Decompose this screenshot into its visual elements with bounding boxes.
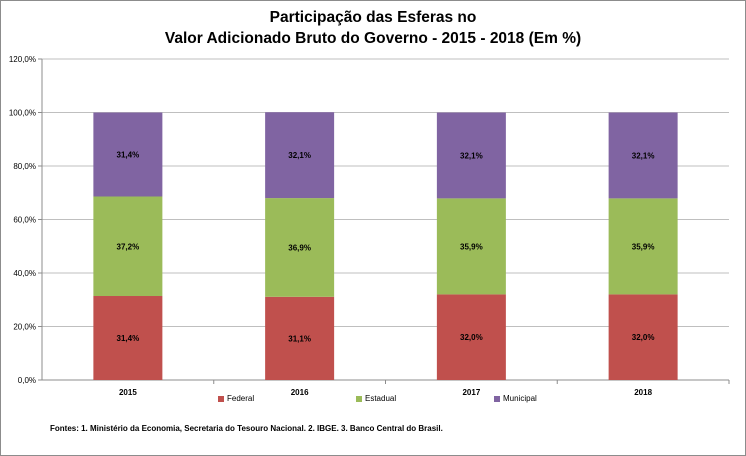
- x-tick-label: 2018: [634, 388, 652, 397]
- source-note: Fontes: 1. Ministério da Economia, Secre…: [50, 424, 443, 433]
- bar-federal-2017: [436, 294, 506, 380]
- data-label: 31,4%: [117, 150, 140, 159]
- bar-estadual-2017: [436, 198, 506, 295]
- bar-municipal-2018: [608, 112, 678, 199]
- legend-swatch-municipal: [494, 395, 500, 402]
- y-tick-label: 120,0%: [9, 55, 36, 64]
- bar-municipal-2015: [93, 112, 163, 197]
- data-label: 32,1%: [632, 151, 655, 160]
- data-label: 36,9%: [288, 243, 311, 252]
- chart-title-line-1: Participação das Esferas no: [269, 9, 477, 26]
- bar-estadual-2018: [608, 198, 678, 295]
- legend-swatch-federal: [218, 395, 224, 402]
- y-tick-label: 0,0%: [18, 376, 36, 385]
- data-label: 32,0%: [460, 333, 483, 342]
- data-label: 32,1%: [288, 151, 311, 160]
- bars: [93, 112, 678, 380]
- legend: Federal Estadual Municipal: [0, 394, 746, 408]
- legend-item-federal: Federal: [218, 394, 254, 403]
- data-label: 35,9%: [460, 242, 483, 251]
- y-tick-label: 60,0%: [13, 216, 36, 225]
- bar-municipal-2017: [436, 112, 506, 199]
- chart-title-line-2: Valor Adicionado Bruto do Governo - 2015…: [164, 30, 582, 47]
- bar-estadual-2015: [93, 196, 163, 297]
- y-tick-label: 100,0%: [9, 109, 36, 118]
- legend-item-municipal: Municipal: [494, 394, 537, 403]
- bar-estadual-2016: [265, 198, 335, 297]
- legend-item-estadual: Estadual: [356, 394, 396, 403]
- data-labels: 31,4% 37,2% 31,4% 31,1% 36,9% 32,1% 32,0% 35,9%…: [117, 150, 655, 343]
- legend-label-federal: Federal: [227, 394, 255, 403]
- chart-title: Participação das Esferas no Valor Adicio…: [0, 7, 746, 49]
- x-tick-label: 2017: [462, 388, 480, 397]
- y-tick-label: 80,0%: [13, 162, 36, 171]
- bar-municipal-2016: [265, 112, 335, 199]
- legend-label-estadual: Estadual: [365, 394, 397, 403]
- data-label: 35,9%: [632, 242, 655, 251]
- data-label: 31,1%: [288, 334, 311, 343]
- data-label: 32,1%: [460, 151, 483, 160]
- bar-federal-2015: [93, 296, 163, 380]
- x-tick-label: 2016: [291, 388, 309, 397]
- data-label: 32,0%: [632, 333, 655, 342]
- y-tick-label: 40,0%: [13, 269, 36, 278]
- bar-federal-2018: [608, 294, 678, 380]
- bar-federal-2016: [265, 296, 335, 380]
- data-label: 37,2%: [117, 242, 140, 251]
- x-tick-label: 2015: [119, 388, 137, 397]
- data-label: 31,4%: [117, 334, 140, 343]
- legend-label-municipal: Municipal: [503, 394, 537, 403]
- y-tick-label: 20,0%: [13, 323, 36, 332]
- legend-swatch-estadual: [356, 395, 362, 402]
